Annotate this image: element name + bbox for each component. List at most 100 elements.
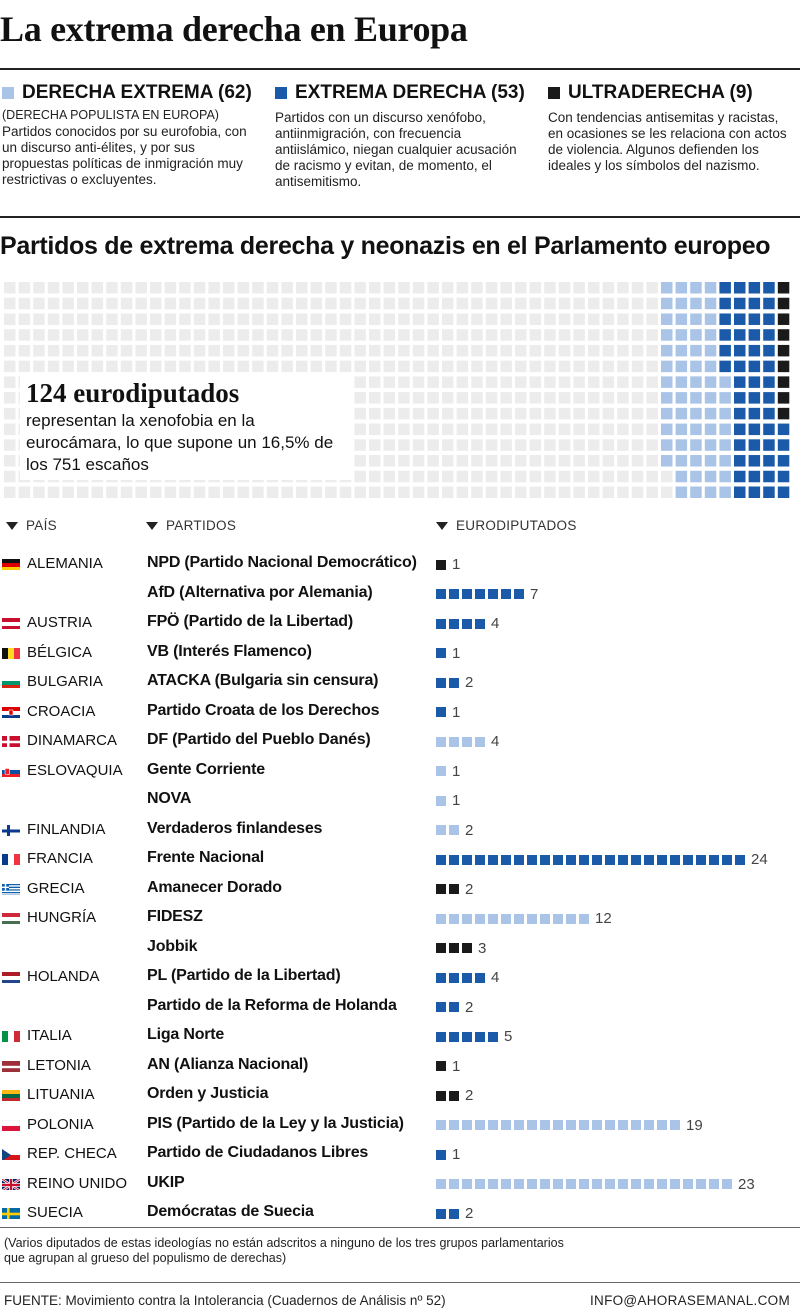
waffle-seat-filled (704, 439, 717, 451)
country-label: HUNGRÍA (27, 909, 97, 926)
mep-count: 1 (452, 762, 461, 780)
waffle-seat (369, 282, 381, 294)
waffle-seat-filled (748, 329, 761, 341)
waffle-seat (310, 360, 323, 373)
waffle-seat (427, 282, 439, 294)
waffle-seat (573, 486, 585, 498)
waffle-seat-filled (734, 455, 746, 467)
waffle-seat-filled (675, 360, 688, 373)
table-row: SUECIA Demócratas de Suecia 2 (0, 1199, 800, 1229)
waffle-seat (354, 297, 366, 310)
waffle-seat-filled (661, 423, 673, 436)
waffle-seat (456, 470, 469, 483)
waffle-seat (471, 329, 483, 341)
category-ultraderecha: ULTRADERECHA (9) Con tendencias antisemi… (548, 82, 788, 174)
waffle-seat-filled (690, 313, 702, 325)
waffle-seat (237, 486, 250, 498)
mep-bar: 1 (436, 557, 460, 572)
waffle-seat (77, 344, 89, 357)
waffle-seat (281, 282, 293, 294)
waffle-seat (573, 376, 585, 388)
waffle-seat-filled (704, 297, 717, 310)
mep-count: 2 (465, 1087, 474, 1104)
waffle-seat (398, 282, 410, 294)
waffle-seat (529, 455, 542, 467)
mep-square (566, 1120, 576, 1130)
waffle-seat (77, 360, 89, 373)
waffle-seat (412, 470, 425, 483)
mep-square (579, 854, 589, 865)
waffle-seat (588, 344, 600, 357)
waffle-seat (4, 455, 16, 467)
waffle-seat (325, 486, 337, 498)
waffle-seat (515, 376, 527, 388)
waffle-seat (485, 407, 498, 420)
waffle-seat (369, 313, 381, 325)
waffle-seat-filled (661, 313, 673, 325)
waffle-seat (310, 329, 323, 341)
waffle-seat (588, 486, 600, 498)
waffle-seat (18, 282, 31, 294)
waffle-seat (106, 486, 118, 498)
waffle-seat (588, 282, 600, 294)
waffle-seat (558, 313, 571, 325)
germany-flag-icon (2, 558, 20, 570)
bulgaria-flag-icon (2, 676, 20, 688)
waffle-seat (296, 282, 308, 294)
waffle-seat (398, 313, 410, 325)
mep-square (436, 972, 446, 983)
waffle-seat (354, 455, 366, 467)
waffle-seat (325, 297, 337, 310)
denmark-flag-icon (2, 735, 20, 747)
mep-bar: 2 (436, 823, 473, 838)
waffle-seat (544, 297, 556, 310)
waffle-seat (310, 486, 323, 498)
category-title: EXTREMA DERECHA (53) (295, 82, 525, 103)
waffle-seat (398, 423, 410, 436)
waffle-seat-filled (748, 486, 761, 498)
waffle-seat (106, 313, 118, 325)
mep-square (462, 913, 472, 924)
table-row: FRANCIA Frente Nacional 24 (0, 845, 800, 875)
waffle-seat (208, 297, 220, 310)
mep-square (436, 884, 446, 894)
waffle-seat (544, 360, 556, 373)
waffle-seat (412, 392, 425, 404)
category-title: DERECHA EXTREMA (62) (22, 82, 252, 103)
waffle-seat (485, 313, 498, 325)
mep-square (501, 913, 511, 924)
waffle-seat-filled (719, 455, 731, 467)
waffle-seat-filled (777, 486, 790, 498)
waffle-seat (266, 329, 279, 341)
table-row: NOVA 1 (0, 786, 800, 816)
waffle-seat-filled (734, 282, 746, 294)
mep-bar: 1 (436, 705, 460, 720)
column-header-party: PARTIDOS (146, 518, 236, 533)
waffle-seat (471, 486, 483, 498)
waffle-seat (602, 455, 615, 467)
waffle-seat (544, 455, 556, 467)
waffle-seat-filled (661, 376, 673, 388)
waffle-seat-filled (763, 392, 775, 404)
waffle-seat (631, 439, 644, 451)
waffle-seat-filled (719, 439, 731, 451)
waffle-seat (456, 407, 469, 420)
waffle-seat (631, 376, 644, 388)
waffle-seat (485, 423, 498, 436)
mep-bar: 23 (436, 1177, 755, 1192)
waffle-seat (544, 423, 556, 436)
waffle-seat-filled (690, 470, 702, 483)
waffle-seat (4, 313, 16, 325)
country-label: AUSTRIA (27, 614, 93, 631)
waffle-seat (558, 329, 571, 341)
mep-count: 19 (686, 1116, 703, 1134)
waffle-seat (412, 455, 425, 467)
waffle-seat (544, 282, 556, 294)
waffle-seat (646, 455, 658, 467)
waffle-seat-filled (704, 344, 717, 357)
waffle-seat-filled (675, 329, 688, 341)
waffle-seat-filled (675, 376, 688, 388)
waffle-seat (442, 439, 454, 451)
waffle-seat (354, 282, 366, 294)
waffle-seat (193, 313, 206, 325)
